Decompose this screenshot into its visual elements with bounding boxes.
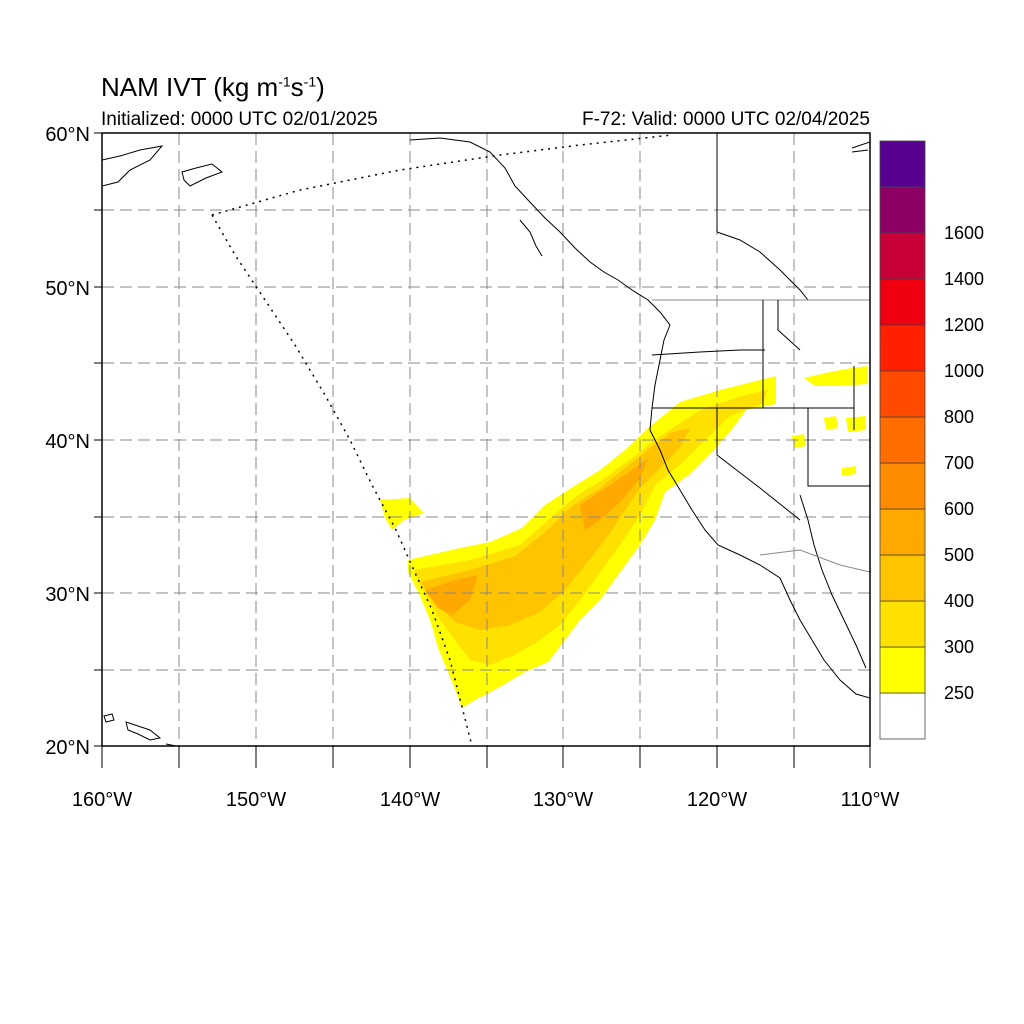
colorbar-box	[879, 324, 926, 372]
colorbar-box	[879, 186, 926, 234]
colorbar	[879, 140, 926, 740]
colorbar-box	[879, 416, 926, 464]
colorbar-label: 400	[944, 591, 974, 611]
colorbar-box	[879, 140, 926, 188]
colorbar-label: 800	[944, 407, 974, 427]
lon-label-150: 150°W	[226, 789, 286, 811]
gridlines	[102, 133, 870, 746]
lon-label-120: 120°W	[687, 789, 747, 811]
colorbar-box	[879, 232, 926, 280]
ivt-region-500	[425, 458, 648, 615]
colorbar-box	[879, 600, 926, 648]
initialized-time: Initialized: 0000 UTC 02/01/2025	[101, 109, 378, 130]
map-title: NAM IVT (kg m-1s-1)	[101, 72, 325, 102]
domain-boundary	[211, 134, 673, 747]
political-borders	[651, 133, 870, 573]
colorbar-box	[879, 278, 926, 326]
lon-label-160: 160°W	[72, 789, 132, 811]
valid-time: F-72: Valid: 0000 UTC 02/04/2025	[582, 109, 870, 130]
colorbar-box	[879, 508, 926, 556]
colorbar-box	[879, 554, 926, 602]
lat-label-60: 60°N	[45, 124, 90, 146]
ivt-shading	[380, 366, 868, 708]
colorbar-box	[879, 692, 926, 740]
colorbar-label: 1400	[944, 269, 984, 289]
lon-label-130: 130°W	[533, 789, 593, 811]
lat-label-50: 50°N	[45, 278, 90, 300]
lat-label-40: 40°N	[45, 431, 90, 453]
lon-label-140: 140°W	[380, 789, 440, 811]
tick-marks	[94, 132, 871, 768]
lon-label-110: 110°W	[841, 789, 900, 811]
colorbar-box	[879, 370, 926, 418]
colorbar-label: 700	[944, 453, 974, 473]
lat-label-30: 30°N	[45, 584, 90, 606]
lat-label-20: 20°N	[45, 737, 90, 759]
colorbar-label: 1600	[944, 223, 984, 243]
colorbar-label: 1000	[944, 361, 984, 381]
colorbar-labels: 250 300 400 500 600 700 800 1000 1200 1400 1600	[944, 223, 984, 703]
ivt-inland-patches	[792, 366, 868, 476]
colorbar-label: 600	[944, 499, 974, 519]
colorbar-box	[879, 646, 926, 694]
colorbar-label: 500	[944, 545, 974, 565]
colorbar-label: 1200	[944, 315, 984, 335]
coastlines	[102, 137, 870, 746]
colorbar-label: 300	[944, 637, 974, 657]
colorbar-label: 250	[944, 683, 974, 703]
colorbar-box	[879, 462, 926, 510]
